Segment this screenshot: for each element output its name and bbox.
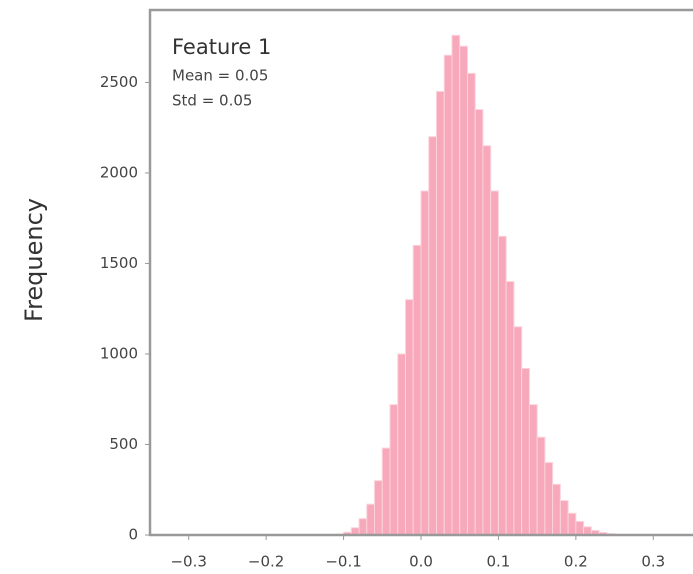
bar bbox=[544, 462, 554, 536]
bar bbox=[513, 326, 523, 536]
y-tick-label: 2500 bbox=[100, 73, 138, 91]
plot-frame bbox=[148, 8, 693, 537]
bar bbox=[420, 190, 430, 536]
bar bbox=[474, 109, 484, 536]
bar bbox=[358, 518, 368, 536]
annotation: Mean = 0.05 bbox=[172, 67, 268, 85]
bar bbox=[366, 503, 376, 536]
bar bbox=[536, 436, 546, 536]
bar bbox=[490, 190, 499, 536]
bar bbox=[552, 483, 561, 536]
bar bbox=[374, 480, 383, 536]
x-tick-label: 0.2 bbox=[564, 553, 588, 571]
bar bbox=[428, 136, 437, 536]
x-tick-label: 0.0 bbox=[409, 553, 433, 571]
bar bbox=[575, 520, 585, 536]
bar bbox=[381, 447, 391, 536]
annotation: Std = 0.05 bbox=[172, 92, 252, 110]
bar bbox=[528, 404, 538, 536]
y-tick-label: 2000 bbox=[100, 163, 138, 181]
bar bbox=[497, 235, 507, 536]
bar bbox=[567, 512, 577, 536]
bar bbox=[435, 90, 445, 536]
y-tick-label: 1000 bbox=[100, 344, 138, 362]
bar bbox=[505, 281, 515, 536]
bar bbox=[389, 404, 399, 536]
bar bbox=[443, 54, 453, 536]
bar bbox=[397, 353, 407, 536]
bar bbox=[459, 45, 468, 536]
y-axis-label: Frequency bbox=[20, 198, 48, 322]
bar bbox=[559, 500, 569, 536]
y-tick-label: 0 bbox=[128, 526, 138, 544]
x-tick-label: −0.3 bbox=[170, 553, 206, 571]
x-tick-label: 0.3 bbox=[641, 553, 665, 571]
bar bbox=[521, 367, 530, 536]
x-tick-label: −0.1 bbox=[325, 553, 361, 571]
y-tick-label: 500 bbox=[109, 435, 138, 453]
bar bbox=[412, 244, 422, 536]
y-tick-label: 1500 bbox=[100, 254, 138, 272]
x-tick-label: 0.1 bbox=[486, 553, 510, 571]
annotation: Feature 1 bbox=[172, 35, 271, 59]
bar bbox=[405, 299, 414, 536]
bar bbox=[451, 34, 461, 536]
bar bbox=[482, 145, 492, 536]
bar bbox=[466, 72, 476, 536]
x-tick-label: −0.2 bbox=[248, 553, 284, 571]
